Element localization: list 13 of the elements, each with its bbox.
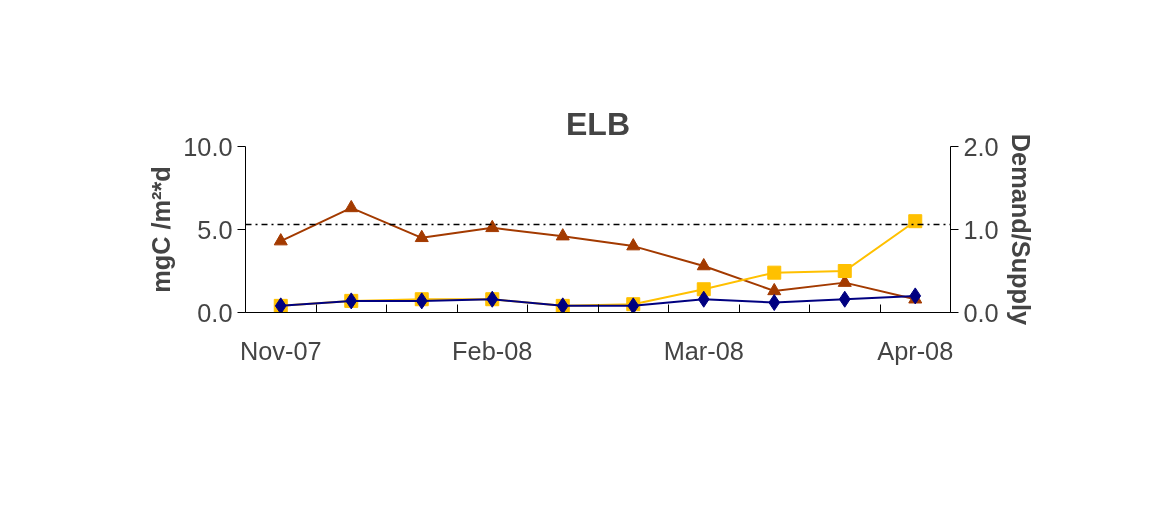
y-axis-title: mgC /m²*d [147,166,176,293]
y2-tick-label: 0.0 [963,298,999,327]
y-tick-label: 5.0 [197,215,233,244]
y2-axis-title: Demand/Supply [1006,133,1035,326]
x-tick-label: Apr-08 [877,336,954,365]
y-tick-label: 10.0 [183,132,233,161]
x-tick-label: Feb-08 [452,336,533,365]
y2-tick-label: 2.0 [963,132,999,161]
y-tick-label: 0.0 [197,298,233,327]
x-tick-label: Nov-07 [239,336,322,365]
x-tick-label: Mar-08 [663,336,744,365]
chart-title: ELB [566,105,630,142]
y2-tick-label: 1.0 [963,215,999,244]
